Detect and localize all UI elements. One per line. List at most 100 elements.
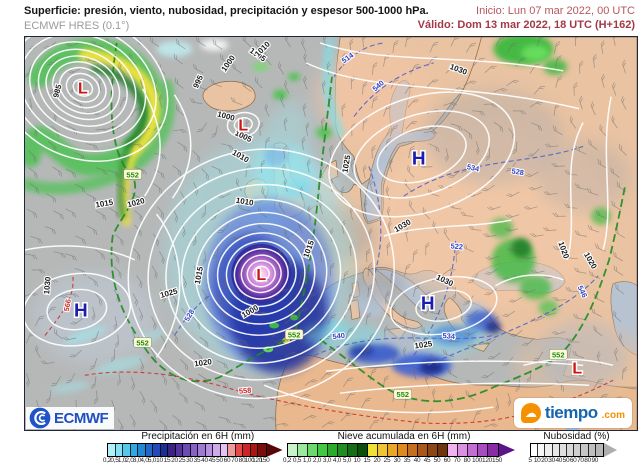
legend-value: 3,0 — [132, 457, 142, 464]
low-pressure-label: L — [238, 118, 248, 135]
legend-cell — [308, 444, 318, 456]
thickness-label-blue: 522 — [450, 241, 463, 251]
legend-value: 0,2 — [102, 457, 112, 464]
legend-value: 35 — [193, 457, 201, 464]
legend-cell — [468, 444, 478, 456]
legend-value: 50 — [216, 457, 223, 464]
tiempo-logo-text: tiempo — [544, 403, 598, 422]
legend-cloudiness-title: Nubosidad (%) — [543, 431, 610, 442]
ecmwf-logo-icon — [29, 407, 51, 429]
legend-cell — [388, 444, 398, 456]
tiempo-cloud-icon: ☁ — [520, 403, 541, 423]
legend-value: 45 — [423, 457, 431, 464]
high-pressure-label: H — [74, 301, 88, 322]
legend-cell — [145, 444, 153, 456]
legend-value: 4,0 — [140, 457, 149, 464]
legend-cell — [581, 444, 589, 456]
legend-value: 10 — [353, 457, 361, 464]
legend-value: 10 — [533, 457, 541, 464]
thickness-label-552: 552 — [126, 170, 138, 179]
legend-cell — [545, 444, 553, 456]
legend-cell — [205, 444, 213, 456]
legend-value: 1,0 — [302, 457, 312, 464]
legend-cloudiness-bar — [530, 443, 604, 457]
legend-value: 2,0 — [125, 457, 134, 464]
legend-value: 4,0 — [332, 457, 342, 464]
legend-value: 5,0 — [342, 457, 352, 464]
init-time-label: Inicio: Lun 07 mar 2022, 00 UTC — [476, 5, 635, 17]
legend-cell — [398, 444, 408, 456]
thickness-label-blue: 534 — [442, 331, 456, 341]
thickness-label-552: 552 — [288, 330, 300, 339]
legend-cell — [428, 444, 438, 456]
isobar-label: 1020 — [194, 357, 213, 368]
legend-cell — [588, 444, 596, 456]
legend-value: 150 — [492, 457, 502, 464]
legend-value: 0,5 — [292, 457, 302, 464]
legend-cell — [338, 444, 348, 456]
legend-value: 60 — [443, 457, 451, 464]
high-pressure-label: H — [421, 294, 435, 315]
legend-cell — [115, 444, 123, 456]
weather-map: 1005 1000 995 1000 1005 1010 1010 985 1015 1020 10… — [24, 36, 638, 431]
legend-value: 20 — [541, 457, 548, 464]
legend-value: 2,0 — [312, 457, 322, 464]
legend-cell — [478, 444, 488, 456]
legend-cell — [183, 444, 191, 456]
legend-value: 35 — [403, 457, 411, 464]
legend-value: 3,0 — [322, 457, 332, 464]
legend-cell — [298, 444, 308, 456]
legend-cell — [538, 444, 546, 456]
legend-value: 60 — [223, 457, 231, 464]
page-title: Superficie: presión, viento, nubosidad, … — [24, 5, 429, 17]
legend-precipitation-bar — [107, 443, 267, 457]
legend-value: 5 — [528, 457, 532, 464]
legend-cell — [559, 444, 567, 456]
legend-value: 15 — [163, 457, 171, 464]
legend-value: 0,2 — [282, 457, 292, 464]
legend-value: 70 — [231, 457, 238, 464]
legend-value: 45 — [208, 457, 216, 464]
legend-cell — [153, 444, 161, 456]
valid-time-label: Válido: Dom 13 mar 2022, 18 UTC (H+162) — [417, 19, 635, 31]
thickness-label-red: 558 — [238, 386, 251, 396]
legend-cell — [258, 444, 266, 456]
isobar-label: 1025 — [341, 154, 353, 174]
legend-value: 80 — [238, 457, 246, 464]
legend-cloudiness: Nubosidad (%) 5 10 20 30 40 50 60 70 80 90 — [528, 431, 623, 469]
legend-cell — [595, 444, 603, 456]
legend-cell — [235, 444, 243, 456]
isobar-label: 1015 — [193, 265, 205, 285]
legend-cell — [488, 444, 498, 456]
thickness-label-552: 552 — [136, 338, 148, 347]
legend-snow: Nieve acumulada en 6H (mm) 0,2 0,5 1,0 2,0 3… — [283, 431, 521, 469]
legend-cell — [358, 444, 368, 456]
legend-value: 30 — [186, 457, 193, 464]
legend-value: 70 — [453, 457, 461, 464]
legend-cell — [138, 444, 146, 456]
legend-value: 100 — [244, 457, 255, 464]
legend-cell — [368, 444, 378, 456]
legend-cell — [288, 444, 298, 456]
isobar-label: 1010 — [235, 196, 255, 208]
isobar-label: 1015 — [95, 198, 115, 210]
isobar-label: 1030 — [42, 276, 53, 295]
legend-cell — [243, 444, 251, 456]
legend-value: 80 — [463, 457, 471, 464]
legend-cell — [552, 444, 560, 456]
legend-cell — [458, 444, 468, 456]
legend-value: 40 — [555, 457, 563, 464]
legend-cell — [448, 444, 458, 456]
legend-value: 40 — [201, 457, 208, 464]
isobars-layer — [25, 37, 614, 414]
legend-cell — [438, 444, 448, 456]
tiempo-logo-tld: .com — [601, 410, 625, 421]
legend-value: 40 — [413, 457, 421, 464]
legend-value: 25 — [383, 457, 391, 464]
legend-cell — [198, 444, 206, 456]
isobar-label: 1025 — [414, 339, 433, 350]
legend-cell — [566, 444, 575, 456]
legend-value: 80 — [584, 457, 591, 464]
tiempo-logo: ☁ tiempo .com — [513, 398, 632, 428]
legend-cell — [228, 444, 236, 456]
